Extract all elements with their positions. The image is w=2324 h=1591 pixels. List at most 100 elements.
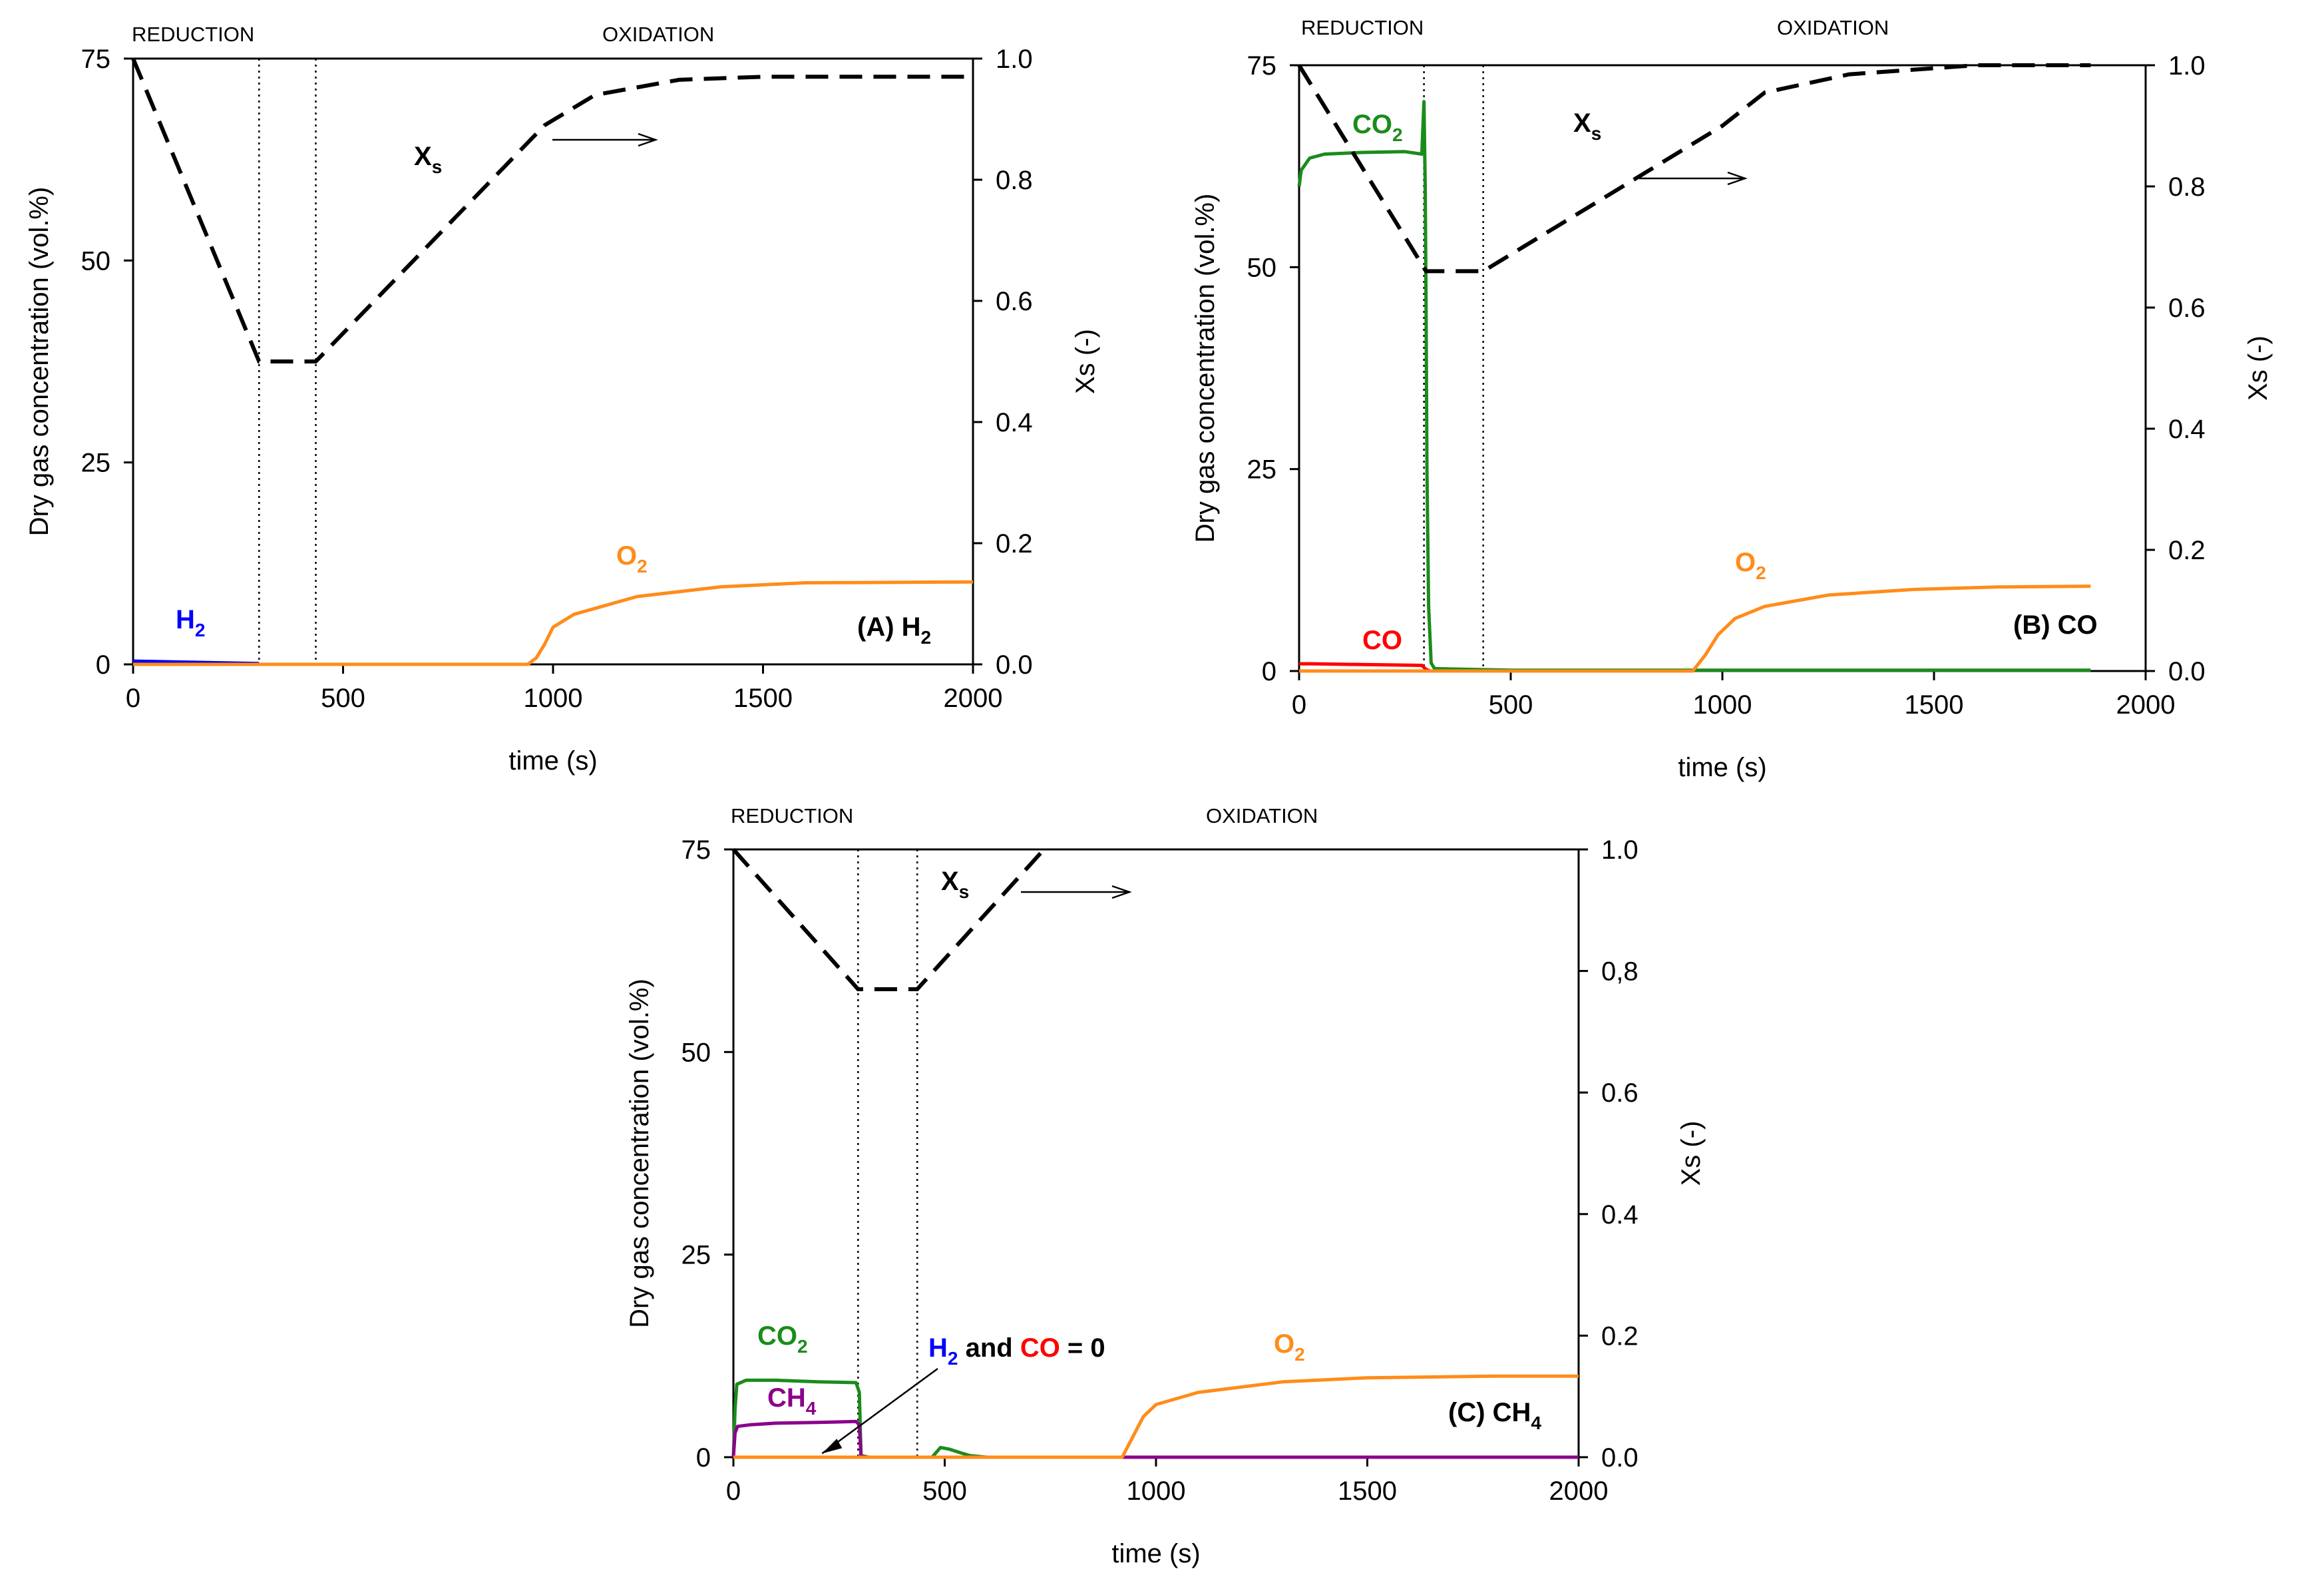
xs-label: Xs (941, 867, 969, 902)
y-tick-label: 0 (96, 650, 110, 680)
series-label-o2: O2 (1274, 1329, 1305, 1365)
y2-tick-label: 0.6 (1601, 1078, 1639, 1108)
panel-label: (A) H2 (857, 612, 931, 648)
x-axis-label: time (s) (508, 746, 597, 776)
y2-tick-label: 0.4 (1601, 1200, 1639, 1230)
series-label-subscript: 2 (195, 620, 206, 640)
series-label-co2: CO2 (757, 1321, 808, 1357)
xs-label-main: X (1573, 109, 1591, 138)
plot-frame (732, 848, 1580, 1459)
y2-tick-label: 0.2 (2168, 536, 2206, 565)
xs-label-subscript: s (1591, 123, 1602, 144)
annotation-and: and (958, 1333, 1020, 1363)
xs-curve-line (1297, 63, 2091, 274)
y-tick-label: 50 (681, 1038, 711, 1067)
y2-tick-label: 0.6 (2168, 294, 2206, 323)
xs-axis-arrowhead (1111, 885, 1132, 899)
y2-axis-label: Xs (-) (1071, 329, 1100, 394)
series-label-co2: CO2 (1352, 110, 1403, 145)
y2-tick-label: 0.2 (1601, 1321, 1639, 1351)
x-tick-label: 1500 (1905, 690, 1964, 720)
y-tick-label: 25 (681, 1241, 711, 1270)
panel-label: (C) CH4 (1448, 1398, 1541, 1433)
y2-tick-label: 1.0 (996, 45, 1033, 74)
y2-tick-label: 0.6 (996, 287, 1033, 316)
y-tick-label: 25 (1247, 455, 1277, 485)
y2-tick-label: 0.8 (2168, 172, 2206, 202)
x-tick-label: 2000 (2116, 690, 2176, 720)
x-axis-label: time (s) (1111, 1539, 1200, 1568)
chart-panel-1: 0 500 1000 1500 2000 0 25 50 75 0.0 0.2 0.4 0.6 0.8 1.… (1191, 16, 2273, 782)
y2-tick-label: 1.0 (2168, 51, 2206, 81)
series-label-co: CO (1362, 626, 1402, 655)
phase-label-reduction: REDUCTION (731, 804, 853, 827)
xs-label: Xs (414, 142, 442, 177)
y2-tick-label: 0.0 (1601, 1443, 1639, 1473)
series-label-subscript: 2 (637, 556, 648, 576)
phase-label-oxidation: OXIDATION (602, 23, 714, 46)
x-tick-label: 0 (726, 1477, 741, 1506)
y2-tick-label: 0.0 (2168, 657, 2206, 686)
series-label-main: CO (1362, 626, 1402, 655)
x-tick-label: 500 (1489, 690, 1533, 720)
series-label-o2: O2 (1735, 548, 1766, 583)
panel-label: (B) CO (2013, 610, 2098, 640)
series-line-co2 (1297, 100, 2091, 672)
series-line-o2 (733, 1374, 1579, 1459)
y2-tick-label: 0.8 (996, 166, 1033, 195)
series-label-main: CO (1352, 110, 1392, 139)
panel-label-main: (C) CH (1448, 1398, 1531, 1427)
series-label-subscript: 2 (1756, 563, 1766, 583)
xs-label: Xs (1573, 109, 1601, 144)
panel-label-main: (B) CO (2013, 610, 2098, 640)
series-label-o2: O2 (616, 541, 648, 576)
annotation-co: CO (1020, 1333, 1060, 1363)
y2-axis-label: Xs (-) (2243, 336, 2273, 401)
xs-curve-line (731, 847, 1046, 991)
chart-panel-0: 0 500 1000 1500 2000 0 25 50 75 0.0 0.2 0.4 0.6 0.8 1.… (25, 23, 1100, 776)
y-tick-label: 75 (81, 45, 111, 74)
xs-axis-arrowhead (1727, 171, 1748, 186)
series-label-main: CH (767, 1383, 806, 1413)
panel-label-subscript: 2 (921, 627, 932, 648)
series-label-subscript: 4 (806, 1398, 817, 1419)
annotation-h2: H (928, 1333, 948, 1363)
series-label-main: CO (757, 1321, 797, 1351)
x-tick-label: 1000 (524, 684, 583, 713)
x-tick-label: 500 (321, 684, 365, 713)
series-label-main: O (1274, 1329, 1294, 1359)
x-tick-label: 0 (126, 684, 140, 713)
y-tick-label: 25 (81, 449, 111, 478)
phase-label-reduction: REDUCTION (1301, 16, 1424, 39)
x-tick-label: 1500 (1338, 1477, 1397, 1506)
annotation-equals: = 0 (1060, 1333, 1105, 1363)
y-tick-label: 50 (1247, 253, 1277, 282)
x-axis-label: time (s) (1678, 753, 1766, 782)
x-tick-label: 2000 (944, 684, 1003, 713)
series-line-o2 (133, 580, 974, 666)
y-tick-label: 75 (1247, 51, 1277, 81)
annotation-text: H2 and CO = 0 (928, 1333, 1105, 1369)
y2-tick-label: 0.2 (996, 529, 1033, 559)
chart-panel-2: 0 500 1000 1500 2000 0 25 50 75 0.0 0.2 0.4 0.6 0,8 1.… (625, 804, 1706, 1568)
annotation-h2-subscript: 2 (948, 1348, 958, 1369)
y-axis-label: Dry gas concentration (vol.%) (1191, 194, 1220, 543)
series-label-main: O (1735, 548, 1756, 577)
series-label-main: O (616, 541, 637, 570)
y-tick-label: 0 (696, 1443, 711, 1473)
y2-tick-label: 0.0 (996, 650, 1033, 680)
x-tick-label: 500 (922, 1477, 967, 1506)
xs-axis-arrowhead (638, 132, 658, 147)
phase-label-oxidation: OXIDATION (1206, 804, 1318, 827)
annotation-arrowhead (822, 1439, 843, 1454)
series-label-subscript: 2 (797, 1336, 808, 1357)
y-tick-label: 50 (81, 246, 111, 276)
y2-tick-label: 0.4 (2168, 415, 2206, 444)
y2-axis-label: Xs (-) (1676, 1121, 1706, 1186)
x-tick-label: 1000 (1693, 690, 1752, 720)
series-label-h2: H2 (176, 605, 205, 640)
panel-label-main: (A) H (857, 612, 921, 642)
xs-label-subscript: s (959, 881, 970, 902)
panel-label-subscript: 4 (1531, 1413, 1541, 1433)
